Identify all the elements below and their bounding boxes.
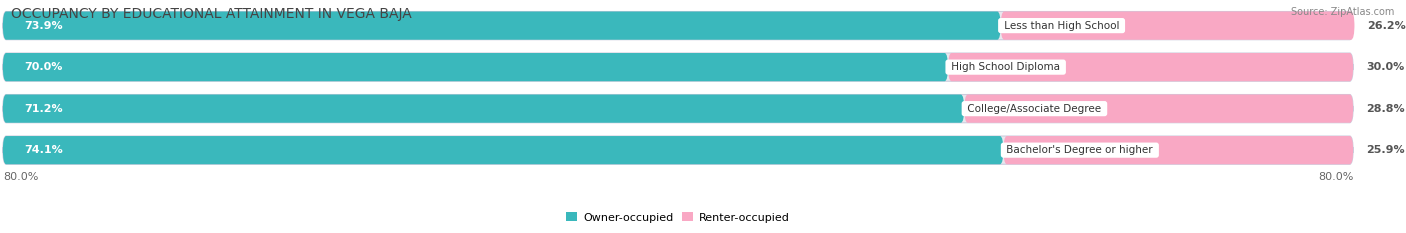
FancyBboxPatch shape	[1001, 11, 1354, 40]
Text: 73.9%: 73.9%	[24, 21, 62, 31]
Text: 70.0%: 70.0%	[24, 62, 62, 72]
Text: OCCUPANCY BY EDUCATIONAL ATTAINMENT IN VEGA BAJA: OCCUPANCY BY EDUCATIONAL ATTAINMENT IN V…	[11, 7, 412, 21]
Text: 80.0%: 80.0%	[3, 172, 38, 182]
FancyBboxPatch shape	[3, 136, 1004, 164]
Text: College/Associate Degree: College/Associate Degree	[965, 104, 1105, 114]
Text: 25.9%: 25.9%	[1365, 145, 1405, 155]
FancyBboxPatch shape	[3, 53, 1353, 81]
FancyBboxPatch shape	[3, 95, 1353, 123]
Text: 26.2%: 26.2%	[1367, 21, 1406, 31]
Text: High School Diploma: High School Diploma	[948, 62, 1063, 72]
FancyBboxPatch shape	[3, 53, 948, 81]
FancyBboxPatch shape	[3, 136, 1353, 164]
Text: Less than High School: Less than High School	[1001, 21, 1122, 31]
Text: 28.8%: 28.8%	[1365, 104, 1405, 114]
FancyBboxPatch shape	[3, 95, 965, 123]
Text: Bachelor's Degree or higher: Bachelor's Degree or higher	[1004, 145, 1156, 155]
FancyBboxPatch shape	[1004, 136, 1353, 164]
Text: 71.2%: 71.2%	[24, 104, 62, 114]
FancyBboxPatch shape	[3, 11, 1353, 40]
Text: Source: ZipAtlas.com: Source: ZipAtlas.com	[1291, 7, 1395, 17]
FancyBboxPatch shape	[948, 53, 1353, 81]
FancyBboxPatch shape	[3, 11, 1001, 40]
FancyBboxPatch shape	[965, 95, 1353, 123]
Text: 80.0%: 80.0%	[1317, 172, 1353, 182]
Text: 74.1%: 74.1%	[24, 145, 63, 155]
Legend: Owner-occupied, Renter-occupied: Owner-occupied, Renter-occupied	[562, 208, 794, 227]
Text: 30.0%: 30.0%	[1365, 62, 1405, 72]
